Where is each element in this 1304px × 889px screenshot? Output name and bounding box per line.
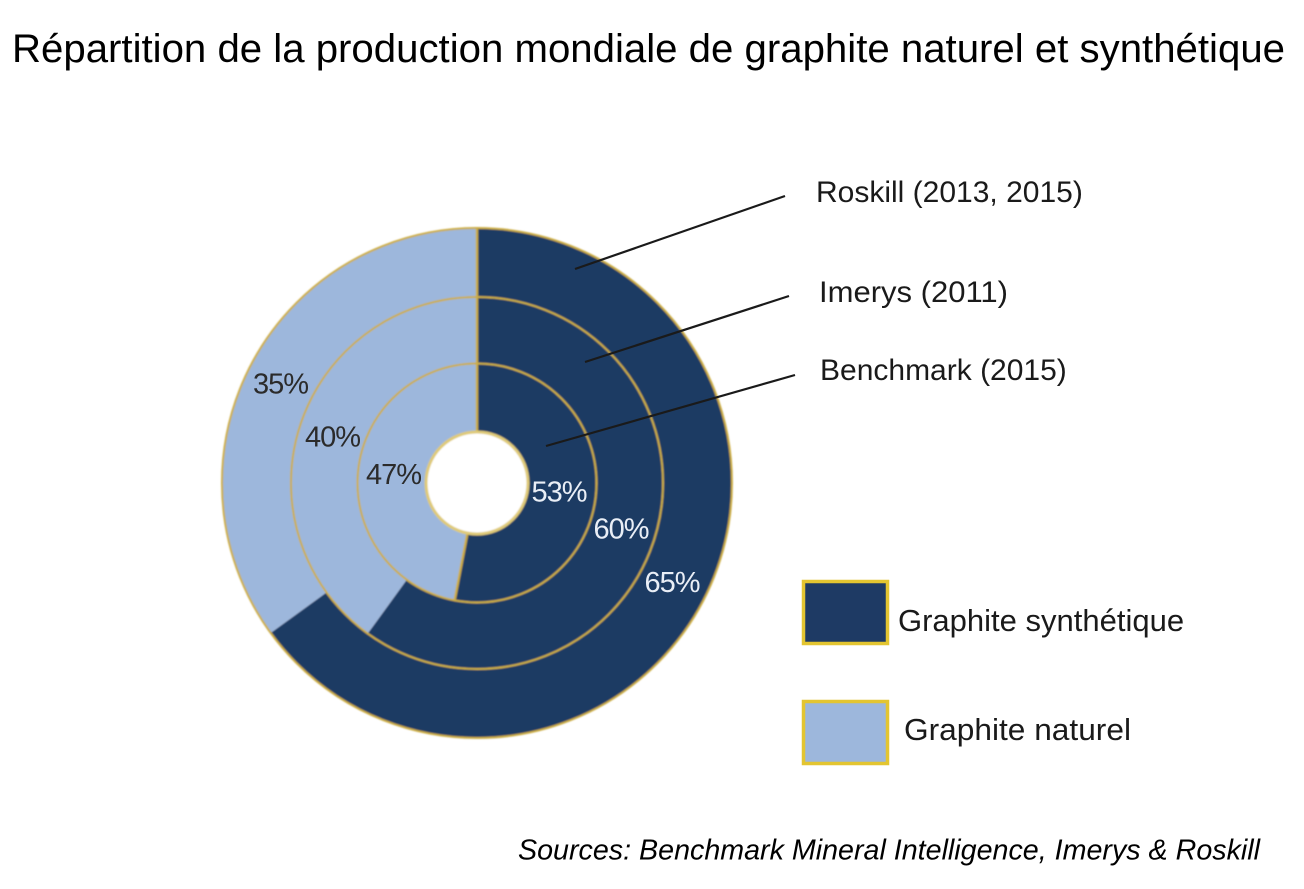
- svg-text:53%: 53%: [532, 477, 588, 509]
- svg-text:Graphite synthétique: Graphite synthétique: [898, 603, 1184, 638]
- svg-text:Répartition de la production m: Répartition de la production mondiale de…: [12, 27, 1285, 71]
- svg-text:Graphite naturel: Graphite naturel: [904, 712, 1131, 747]
- svg-text:Roskill (2013, 2015): Roskill (2013, 2015): [816, 176, 1083, 209]
- svg-text:60%: 60%: [594, 514, 650, 546]
- svg-text:40%: 40%: [305, 422, 361, 454]
- svg-text:47%: 47%: [366, 459, 422, 491]
- svg-text:Imerys (2011): Imerys (2011): [819, 276, 1008, 309]
- svg-text:Sources: Benchmark Mineral Int: Sources: Benchmark Mineral Intelligence,…: [518, 835, 1262, 867]
- svg-text:35%: 35%: [253, 369, 309, 401]
- svg-text:Benchmark (2015): Benchmark (2015): [820, 354, 1067, 387]
- svg-text:65%: 65%: [645, 567, 701, 599]
